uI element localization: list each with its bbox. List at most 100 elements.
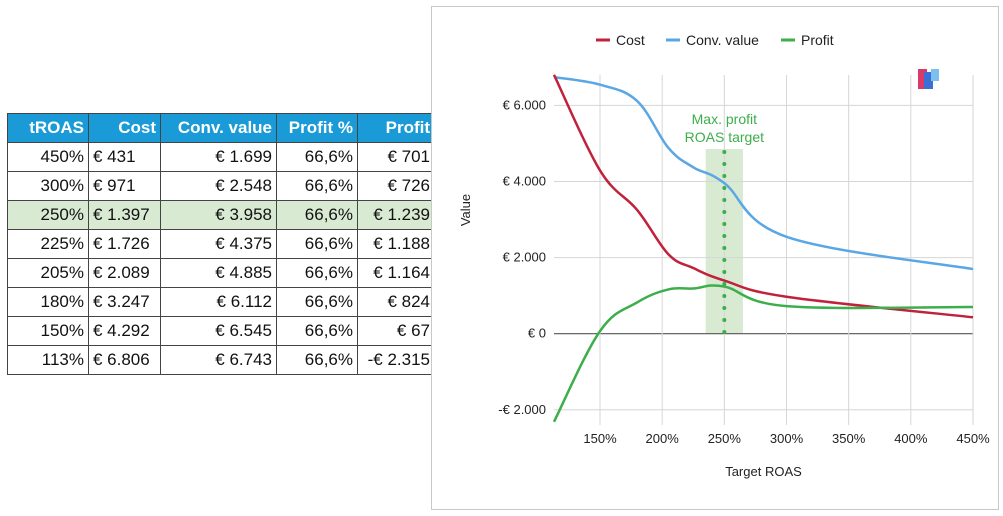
- logo-block-red: [918, 69, 927, 89]
- table-cell: € 824: [357, 287, 435, 317]
- brand-logo: [918, 69, 939, 89]
- max-profit-marker-dot: [722, 330, 727, 334]
- y-tick-label: € 4.000: [503, 174, 546, 189]
- max-profit-marker-dot: [722, 270, 727, 274]
- table-header-row: tROAS Cost Conv. value Profit % Profit: [7, 113, 435, 143]
- x-tick-label: 200%: [646, 431, 680, 446]
- table-cell: 450%: [7, 142, 89, 172]
- max-profit-marker-dot: [722, 318, 727, 322]
- legend-label: Cost: [616, 32, 645, 48]
- table-row: 300% € 971 € 2.548 66,6% € 726: [7, 171, 435, 201]
- table-row: 150% € 4.292 € 6.545 66,6% € 67: [7, 316, 435, 346]
- table-cell: € 971: [88, 171, 161, 201]
- legend-label: Conv. value: [686, 32, 759, 48]
- table-cell: € 2.548: [160, 171, 277, 201]
- table-cell: 113%: [7, 345, 89, 375]
- x-tick-label: 150%: [583, 431, 617, 446]
- annotation-line-1: Max. profit: [692, 111, 757, 127]
- max-profit-marker-dot: [722, 174, 727, 178]
- table-cell: 225%: [7, 229, 89, 259]
- table-row: 180% € 3.247 € 6.112 66,6% € 824: [7, 287, 435, 317]
- y-tick-label: € 2.000: [503, 250, 546, 265]
- y-tick-label: € 6.000: [503, 97, 546, 112]
- table-cell: 66,6%: [276, 200, 358, 230]
- table-cell: € 431: [88, 142, 161, 172]
- table-cell: 250%: [7, 200, 89, 230]
- header-troas: tROAS: [7, 113, 89, 143]
- table-row: 205% € 2.089 € 4.885 66,6% € 1.164: [7, 258, 435, 288]
- header-profit-pct: Profit %: [276, 113, 358, 143]
- series-line-conv-value: [553, 75, 974, 271]
- table-row: 450% € 431 € 1.699 66,6% € 701: [7, 142, 435, 172]
- x-tick-label: 300%: [770, 431, 804, 446]
- table-cell: 180%: [7, 287, 89, 317]
- table-cell: 300%: [7, 171, 89, 201]
- table-body: 450% € 431 € 1.699 66,6% € 701 300% € 971 € 2.5…: [7, 142, 435, 375]
- table-cell: 150%: [7, 316, 89, 346]
- table-cell: € 1.164: [357, 258, 435, 288]
- y-tick-label: € 0: [528, 326, 546, 341]
- max-profit-marker-dot: [722, 198, 727, 202]
- roas-data-table: tROAS Cost Conv. value Profit % Profit 4…: [7, 113, 435, 375]
- x-tick-label: 350%: [832, 431, 866, 446]
- annotation-line-2: ROAS target: [685, 129, 764, 145]
- table-cell: 66,6%: [276, 345, 358, 375]
- max-profit-marker-dot: [722, 222, 727, 226]
- table-cell: 66,6%: [276, 258, 358, 288]
- x-tick-label: 450%: [956, 431, 990, 446]
- table-cell: € 4.292: [88, 316, 161, 346]
- table-cell: € 4.885: [160, 258, 277, 288]
- y-axis-title: Value: [458, 194, 473, 226]
- table-cell: € 726: [357, 171, 435, 201]
- table-cell: € 6.545: [160, 316, 277, 346]
- table-cell: 66,6%: [276, 287, 358, 317]
- table-cell: € 1.699: [160, 142, 277, 172]
- table-cell: € 1.726: [88, 229, 161, 259]
- header-profit: Profit: [357, 113, 435, 143]
- header-cost: Cost: [88, 113, 161, 143]
- table-cell: € 3.247: [88, 287, 161, 317]
- max-profit-marker-dot: [722, 246, 727, 250]
- max-profit-marker-dot: [722, 258, 727, 262]
- max-profit-marker-dot: [722, 186, 727, 190]
- max-profit-marker-dot: [722, 150, 727, 154]
- max-profit-marker-dot: [722, 306, 727, 310]
- x-tick-label: 400%: [894, 431, 928, 446]
- table-cell: € 701: [357, 142, 435, 172]
- series-line-profit: [552, 284, 974, 423]
- chart-panel: -€ 2.000 € 0 € 2.000 € 4.000 € 6.000 150% 200%…: [431, 6, 999, 510]
- table-cell: € 6.743: [160, 345, 277, 375]
- table-cell: € 67: [357, 316, 435, 346]
- table-cell: € 4.375: [160, 229, 277, 259]
- table-cell: € 6.112: [160, 287, 277, 317]
- header-conv-value: Conv. value: [160, 113, 277, 143]
- table-cell: € 1.239: [357, 200, 435, 230]
- line-chart: -€ 2.000 € 0 € 2.000 € 4.000 € 6.000 150% 200%…: [458, 32, 990, 479]
- y-tick-label: -€ 2.000: [498, 402, 546, 417]
- table-cell: 205%: [7, 258, 89, 288]
- table-cell: 66,6%: [276, 316, 358, 346]
- logo-block-lightblue: [931, 69, 939, 81]
- table-row: 113% € 6.806 € 6.743 66,6% -€ 2.315: [7, 345, 435, 375]
- table-cell: € 3.958: [160, 200, 277, 230]
- table-row: 250% € 1.397 € 3.958 66,6% € 1.239: [7, 200, 435, 230]
- table-cell: 66,6%: [276, 142, 358, 172]
- x-tick-label: 250%: [708, 431, 742, 446]
- table-cell: 66,6%: [276, 171, 358, 201]
- max-profit-marker-dot: [722, 210, 727, 214]
- table-cell: -€ 2.315: [357, 345, 435, 375]
- table-cell: 66,6%: [276, 229, 358, 259]
- max-profit-marker-dot: [722, 234, 727, 238]
- legend-label: Profit: [801, 32, 834, 48]
- x-axis-title: Target ROAS: [725, 464, 802, 479]
- table-row: 225% € 1.726 € 4.375 66,6% € 1.188: [7, 229, 435, 259]
- max-profit-marker-dot: [722, 282, 727, 286]
- table-cell: € 1.188: [357, 229, 435, 259]
- logo-block-blue: [924, 72, 933, 89]
- max-profit-marker-dot: [722, 294, 727, 298]
- table-cell: € 1.397: [88, 200, 161, 230]
- table-cell: € 2.089: [88, 258, 161, 288]
- series-line-cost: [552, 74, 974, 319]
- max-profit-marker-dot: [722, 162, 727, 166]
- table-cell: € 6.806: [88, 345, 161, 375]
